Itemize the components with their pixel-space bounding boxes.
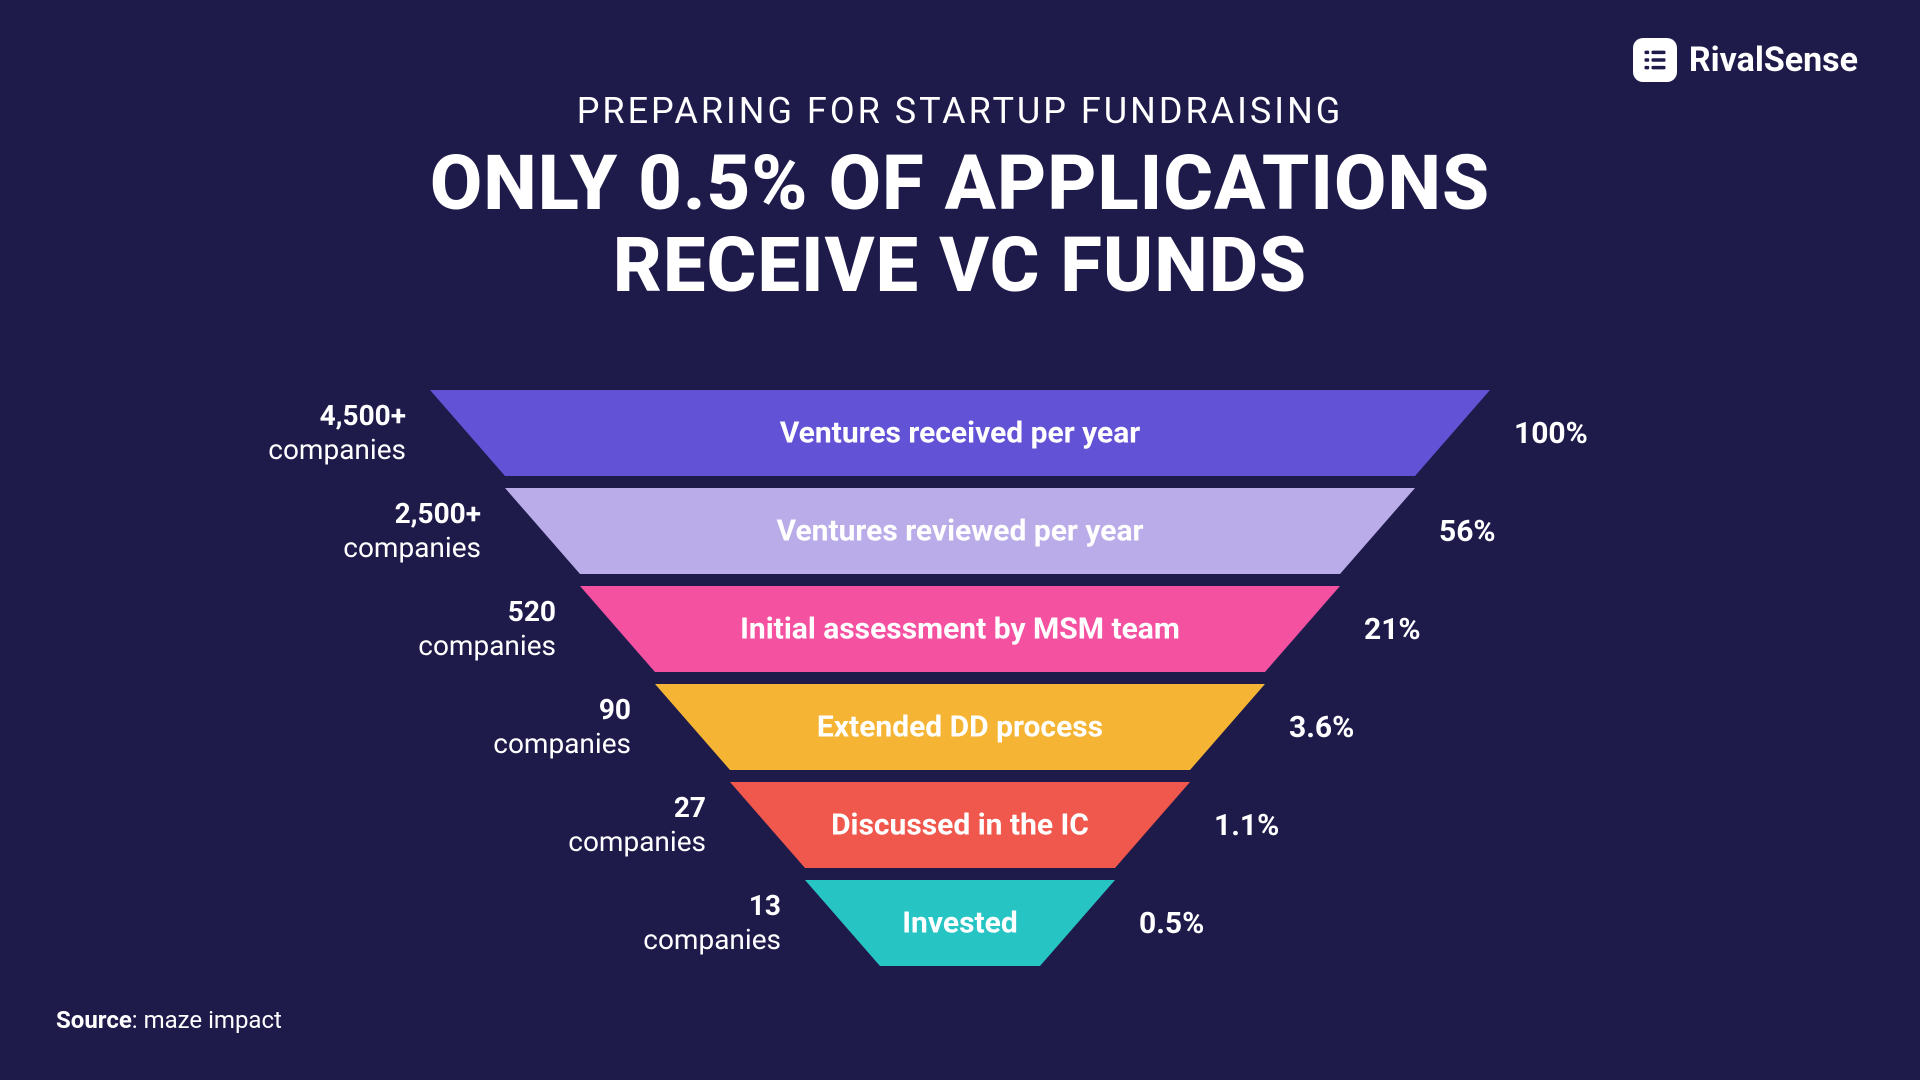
source-value: maze impact	[144, 1006, 282, 1034]
brand-logo: RivalSense	[1633, 38, 1858, 82]
source-attribution: Source: maze impact	[56, 1006, 282, 1034]
funnel-stage: Extended DD process	[655, 684, 1265, 770]
funnel-stage-label: Ventures received per year	[780, 416, 1141, 451]
funnel-count-label: 4,500+companies	[100, 399, 430, 466]
funnel-count-label: 90companies	[325, 693, 655, 760]
funnel-row: 2,500+companies Ventures reviewed per yea…	[100, 488, 1820, 574]
funnel-chart: 4,500+companies Ventures received per yea…	[100, 390, 1820, 978]
funnel-percent-label: 0.5%	[1115, 906, 1445, 941]
funnel-stage: Discussed in the IC	[730, 782, 1190, 868]
funnel-stage-label: Discussed in the IC	[831, 808, 1089, 843]
page-title: ONLY 0.5% OF APPLICATIONS RECEIVE VC FUN…	[0, 142, 1920, 306]
funnel-row: 520companies Initial assessment by MSM te…	[100, 586, 1820, 672]
page-subtitle: PREPARING FOR STARTUP FUNDRAISING	[0, 90, 1920, 132]
brand-name: RivalSense	[1689, 40, 1858, 80]
funnel-stage: Initial assessment by MSM team	[580, 586, 1340, 672]
funnel-percent-label: 100%	[1490, 416, 1820, 451]
funnel-row: 90companies Extended DD process 3.6%	[100, 684, 1820, 770]
funnel-stage: Ventures received per year	[430, 390, 1490, 476]
funnel-stage-label: Ventures reviewed per year	[776, 514, 1143, 549]
title-line-1: ONLY 0.5% OF APPLICATIONS	[430, 138, 1490, 228]
funnel-stage: Invested	[805, 880, 1115, 966]
header: PREPARING FOR STARTUP FUNDRAISING ONLY 0…	[0, 90, 1920, 306]
funnel-percent-label: 3.6%	[1265, 710, 1595, 745]
funnel-stage-label: Initial assessment by MSM team	[740, 612, 1180, 647]
funnel-row: 27companies Discussed in the IC 1.1%	[100, 782, 1820, 868]
funnel-stage-label: Extended DD process	[817, 710, 1103, 745]
funnel-stage: Ventures reviewed per year	[505, 488, 1415, 574]
funnel-row: 13companies Invested 0.5%	[100, 880, 1820, 966]
source-label: Source	[56, 1006, 132, 1034]
title-line-2: RECEIVE VC FUNDS	[613, 220, 1307, 310]
funnel-count-label: 13companies	[475, 889, 805, 956]
funnel-percent-label: 56%	[1415, 514, 1745, 549]
funnel-count-label: 2,500+companies	[175, 497, 505, 564]
funnel-row: 4,500+companies Ventures received per yea…	[100, 390, 1820, 476]
funnel-count-label: 27companies	[400, 791, 730, 858]
funnel-percent-label: 1.1%	[1190, 808, 1520, 843]
funnel-percent-label: 21%	[1340, 612, 1670, 647]
funnel-count-label: 520companies	[250, 595, 580, 662]
list-icon	[1633, 38, 1677, 82]
funnel-stage-label: Invested	[902, 906, 1017, 941]
